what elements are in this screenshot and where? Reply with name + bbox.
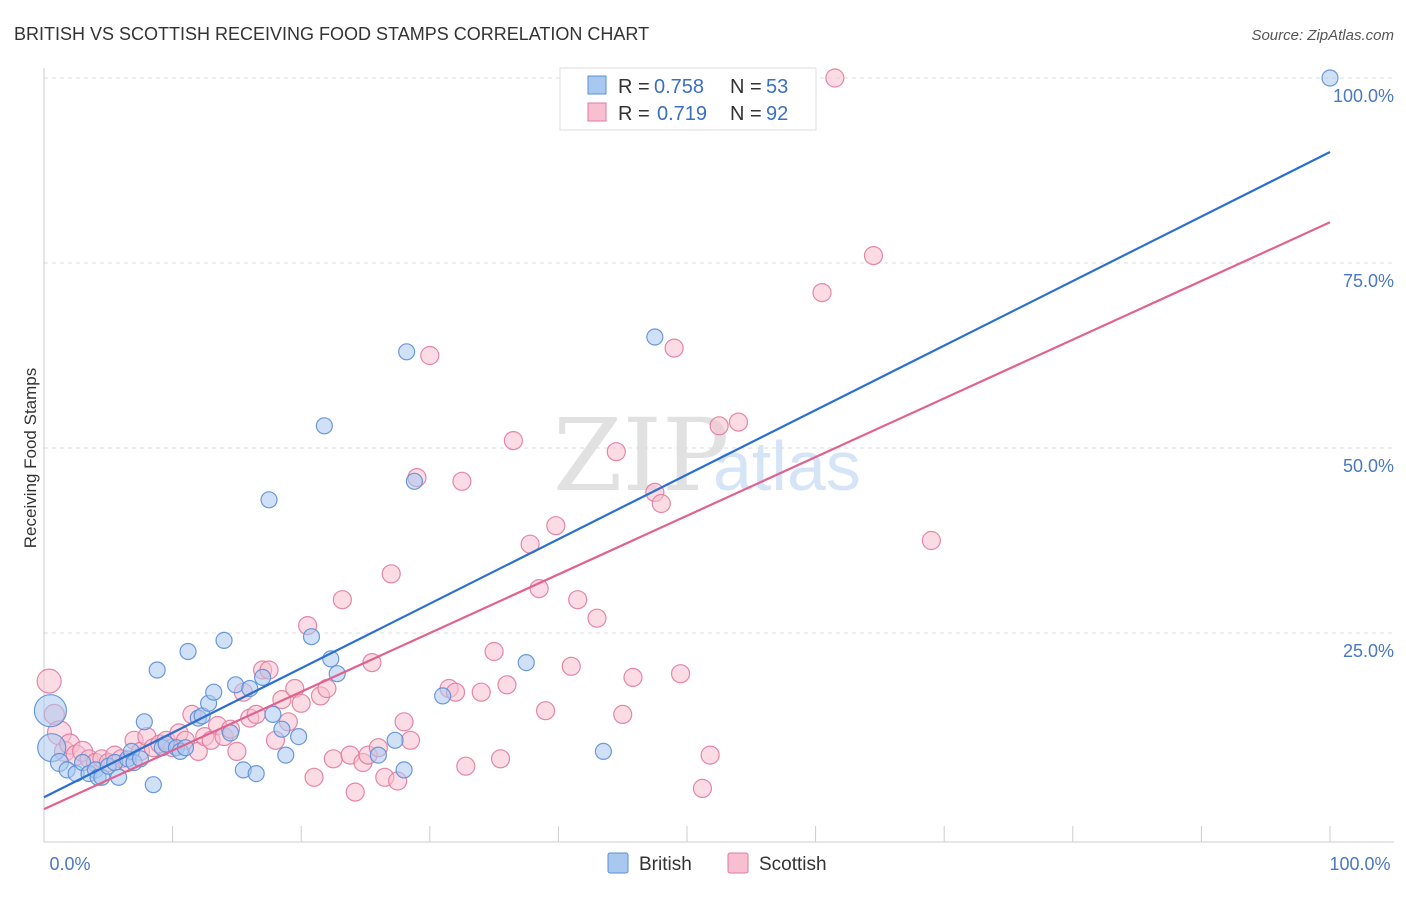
scottish-point-90 xyxy=(921,530,941,551)
grid-layer xyxy=(44,77,1394,634)
british-point-35 xyxy=(247,764,265,783)
british-point-43 xyxy=(315,417,333,435)
legend-british-label: British xyxy=(639,854,692,875)
british-point-32 xyxy=(227,676,245,694)
british-point-17 xyxy=(135,713,153,731)
scottish-point-82 xyxy=(670,664,691,684)
scottish-point-89 xyxy=(863,246,884,266)
chart-title: BRITISH VS SCOTTISH RECEIVING FOOD STAMP… xyxy=(14,24,649,44)
scottish-n-value: 92 xyxy=(766,103,788,125)
british-point-39 xyxy=(273,720,291,738)
stats-legend-british-swatch xyxy=(587,75,607,95)
legend-scottish-label: Scottish xyxy=(759,854,827,875)
british-point-54 xyxy=(646,328,664,346)
y-tick-label-75: 75.0% xyxy=(1343,271,1394,291)
scottish-point-40 xyxy=(291,693,311,713)
scottish-point-76 xyxy=(606,442,626,462)
scottish-point-84 xyxy=(700,745,720,765)
points-layer xyxy=(33,68,1339,802)
scottish-point-46 xyxy=(332,590,352,610)
british-point-25 xyxy=(179,642,197,661)
british-point-55 xyxy=(1321,69,1339,87)
scottish-r-value: 0.719 xyxy=(657,103,707,125)
british-point-50 xyxy=(405,472,423,490)
scottish-point-85 xyxy=(709,416,729,436)
british-point-40 xyxy=(277,746,295,764)
scottish-point-83 xyxy=(692,778,713,799)
british-point-48 xyxy=(395,761,413,779)
british-point-29 xyxy=(205,683,223,701)
british-point-49 xyxy=(398,343,416,361)
scottish-point-56 xyxy=(394,712,414,732)
british-n-label: N = xyxy=(730,76,762,98)
scottish-point-45 xyxy=(323,749,343,769)
british-point-18 xyxy=(144,776,162,794)
scottish-point-63 xyxy=(456,756,476,776)
scottish-point-75 xyxy=(587,608,607,628)
scottish-point-42 xyxy=(304,767,324,787)
british-point-42 xyxy=(302,628,321,646)
scottish-point-67 xyxy=(497,675,517,695)
scottish-point-77 xyxy=(613,704,633,725)
british-point-36 xyxy=(254,668,272,687)
y-tick-label-100: 100.0% xyxy=(1333,86,1394,106)
trend-layer xyxy=(43,151,1331,811)
scottish-point-66 xyxy=(490,749,511,769)
scottish-point-64 xyxy=(471,682,491,702)
chart-source: Source: ZipAtlas.com xyxy=(1251,27,1394,44)
british-r-value: 0.758 xyxy=(654,76,704,98)
british-point-38 xyxy=(264,705,282,724)
stats-legend: R = 0.758 N = 53 R = 0.719 N = 92 xyxy=(559,67,817,131)
scottish-point-73 xyxy=(561,656,581,676)
watermark-zip: ZIP xyxy=(553,397,729,514)
scottish-point-68 xyxy=(503,431,523,451)
legend-scottish-swatch xyxy=(727,852,749,874)
british-point-41 xyxy=(290,727,308,746)
watermark: ZIP atlas xyxy=(553,397,861,514)
stats-legend-scottish-swatch xyxy=(587,102,607,122)
scottish-point-57 xyxy=(400,730,421,750)
scottish-point-71 xyxy=(535,701,556,721)
scottish-point-74 xyxy=(568,590,588,610)
british-point-47 xyxy=(386,731,404,749)
x-tick-label-max: 100.0% xyxy=(1329,854,1390,874)
british-point-52 xyxy=(517,653,535,672)
scottish-point-80 xyxy=(651,493,671,514)
scottish-point-30 xyxy=(227,741,247,762)
british-trend-line xyxy=(43,151,1331,799)
y-tick-label-25: 25.0% xyxy=(1343,641,1394,661)
british-point-19 xyxy=(148,661,166,679)
british-point-37 xyxy=(260,491,278,509)
scottish-point-62 xyxy=(452,471,472,491)
legend-british-swatch xyxy=(607,852,629,874)
y-axis-label: Receiving Food Stamps xyxy=(21,368,40,548)
y-tick-label-50: 50.0% xyxy=(1343,456,1394,476)
scottish-n-label: N = xyxy=(730,103,762,125)
x-tick-label-min: 0.0% xyxy=(49,854,90,874)
series-legend: British Scottish xyxy=(607,852,827,875)
british-point-0 xyxy=(33,694,68,728)
scottish-point-72 xyxy=(546,516,566,536)
scottish-point-81 xyxy=(664,338,684,358)
scottish-point-87 xyxy=(812,283,832,303)
british-n-value: 53 xyxy=(766,76,788,98)
scottish-point-48 xyxy=(345,782,365,802)
british-point-46 xyxy=(369,746,387,764)
british-point-53 xyxy=(594,742,613,761)
scottish-r-label: R = xyxy=(618,103,650,125)
scottish-point-78 xyxy=(623,667,643,688)
scottish-point-88 xyxy=(825,68,845,88)
tick-layer: 25.0% 50.0% 75.0% 100.0% 0.0% 100.0% xyxy=(49,86,1394,874)
scottish-trend-line xyxy=(43,221,1331,811)
british-point-30 xyxy=(215,631,233,650)
scottish-point-86 xyxy=(728,412,749,432)
scottish-point-54 xyxy=(381,564,401,584)
scottish-point-59 xyxy=(420,345,440,366)
scottish-point-65 xyxy=(484,641,504,662)
british-point-51 xyxy=(434,687,452,705)
scottish-point-0 xyxy=(36,668,62,694)
british-r-label: R = xyxy=(618,76,650,98)
